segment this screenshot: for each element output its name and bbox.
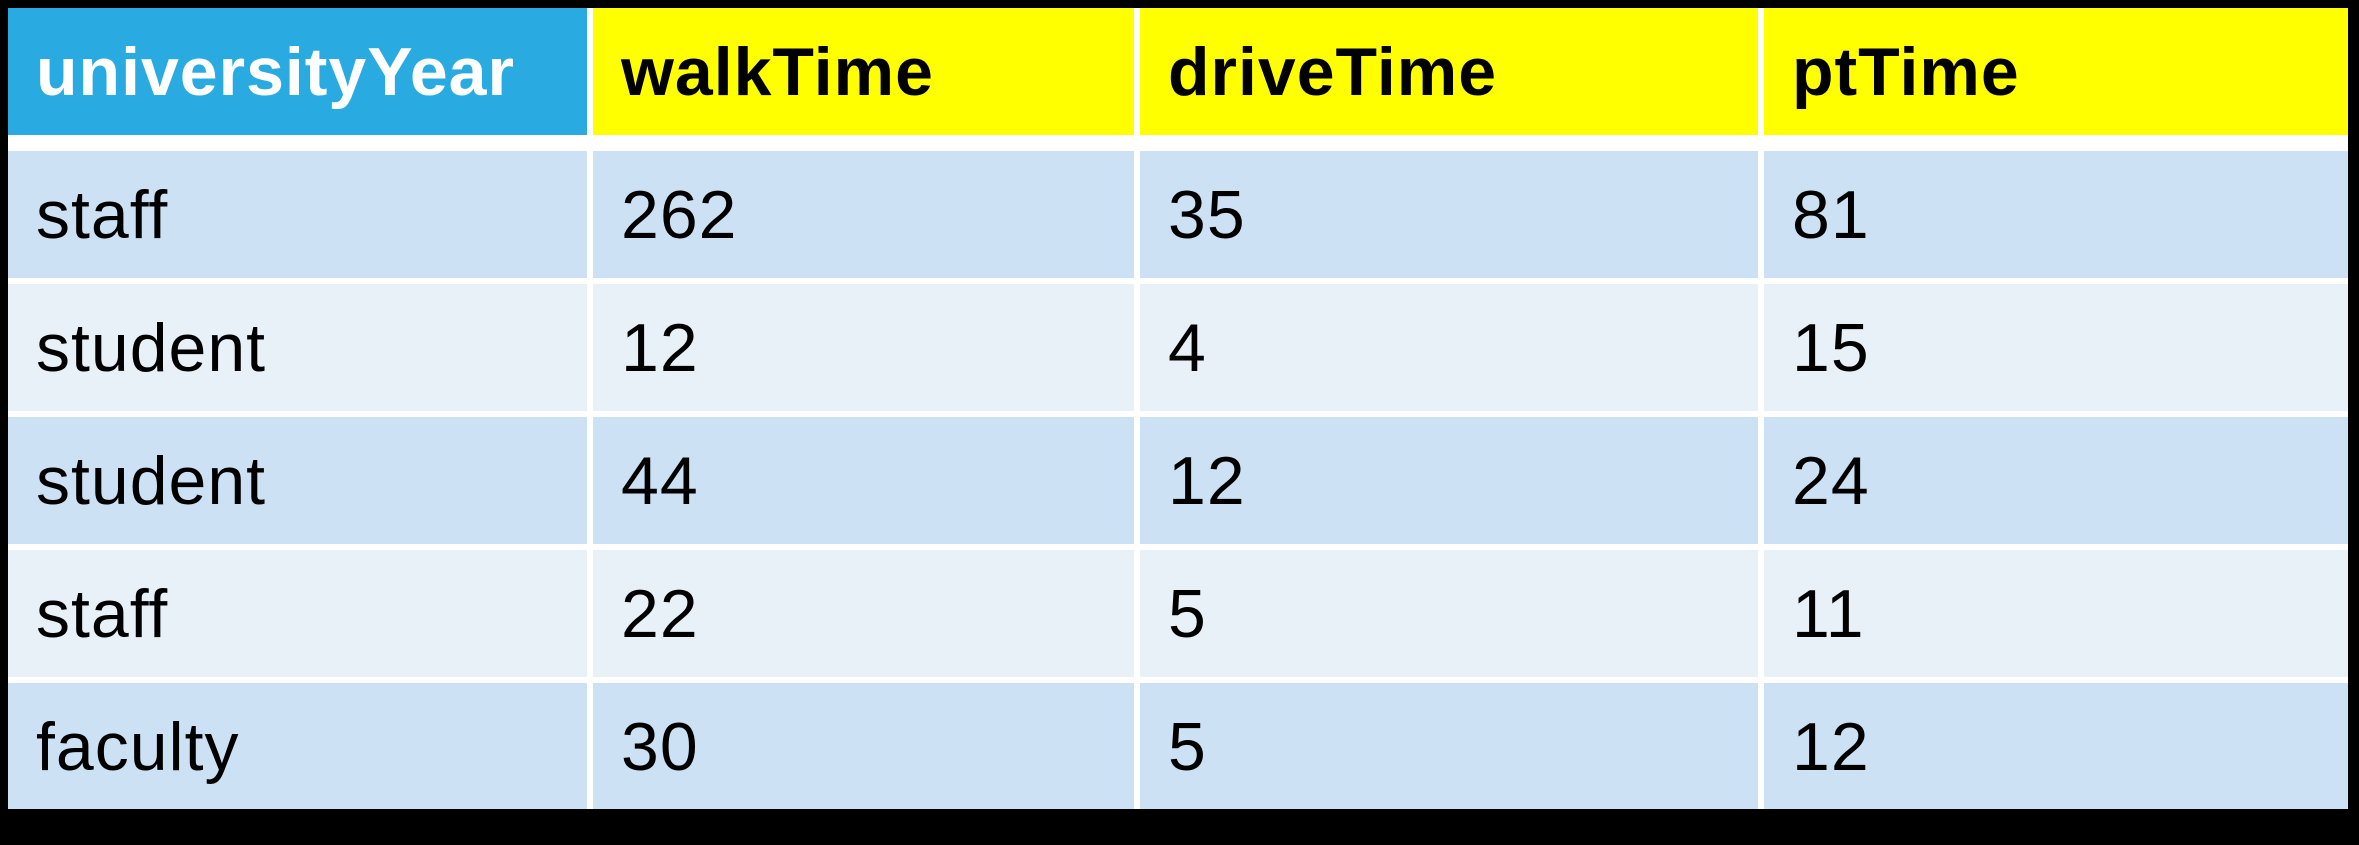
cell-walktime: 22	[593, 550, 1134, 677]
header-row: universityYear walkTime driveTime ptTime	[8, 8, 2348, 135]
column-header-drivetime: driveTime	[1140, 8, 1758, 135]
cell-walktime: 262	[593, 151, 1134, 278]
table-row: staff 262 35 81	[8, 151, 2348, 278]
cell-universityyear: student	[8, 284, 587, 411]
cell-drivetime: 5	[1140, 550, 1758, 677]
table-row: faculty 30 5 12	[8, 683, 2348, 809]
cell-universityyear: staff	[8, 151, 587, 278]
cell-universityyear: faculty	[8, 683, 587, 809]
cell-universityyear: staff	[8, 550, 587, 677]
cell-drivetime: 5	[1140, 683, 1758, 809]
cell-drivetime: 4	[1140, 284, 1758, 411]
table-row: staff 22 5 11	[8, 550, 2348, 677]
column-header-universityyear: universityYear	[8, 8, 587, 135]
table-row: student 12 4 15	[8, 284, 2348, 411]
cell-walktime: 30	[593, 683, 1134, 809]
cell-pttime: 24	[1764, 417, 2348, 544]
cell-pttime: 11	[1764, 550, 2348, 677]
cell-pttime: 12	[1764, 683, 2348, 809]
cell-pttime: 81	[1764, 151, 2348, 278]
column-header-walktime: walkTime	[593, 8, 1134, 135]
cell-drivetime: 35	[1140, 151, 1758, 278]
column-header-pttime: ptTime	[1764, 8, 2348, 135]
cell-walktime: 12	[593, 284, 1134, 411]
cell-drivetime: 12	[1140, 417, 1758, 544]
cell-walktime: 44	[593, 417, 1134, 544]
data-table: universityYear walkTime driveTime ptTime…	[8, 8, 2348, 809]
cell-pttime: 15	[1764, 284, 2348, 411]
cell-universityyear: student	[8, 417, 587, 544]
table-row: student 44 12 24	[8, 417, 2348, 544]
